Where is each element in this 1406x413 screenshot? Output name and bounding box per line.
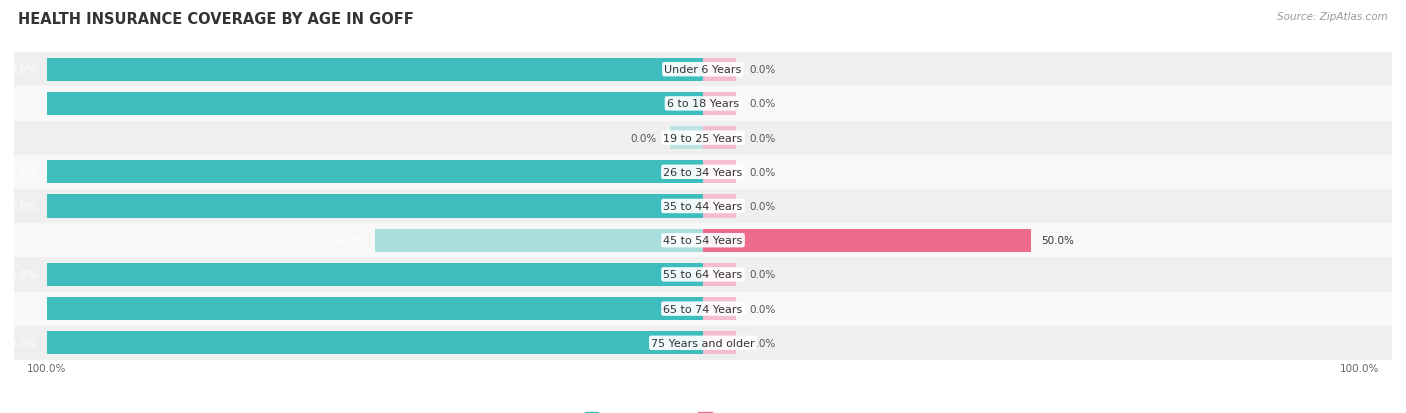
Text: 50.0%: 50.0% (1040, 236, 1074, 246)
Legend: With Coverage, Without Coverage: With Coverage, Without Coverage (581, 408, 825, 413)
Bar (671, 127, 703, 150)
Bar (703, 127, 735, 150)
Text: 100.0%: 100.0% (0, 65, 37, 75)
Bar (14, 155, 1392, 190)
Text: 0.0%: 0.0% (749, 65, 775, 75)
Bar (703, 161, 735, 184)
Text: 35 to 44 Years: 35 to 44 Years (664, 202, 742, 211)
Bar (46, 331, 703, 355)
Bar (46, 161, 703, 184)
Text: Under 6 Years: Under 6 Years (665, 65, 741, 75)
Bar (703, 195, 735, 218)
Text: 0.0%: 0.0% (749, 167, 775, 177)
Text: HEALTH INSURANCE COVERAGE BY AGE IN GOFF: HEALTH INSURANCE COVERAGE BY AGE IN GOFF (18, 12, 413, 27)
Bar (703, 331, 735, 355)
Text: 100.0%: 100.0% (0, 202, 37, 211)
Text: 26 to 34 Years: 26 to 34 Years (664, 167, 742, 177)
Text: 0.0%: 0.0% (749, 202, 775, 211)
Bar (703, 93, 735, 116)
Text: 65 to 74 Years: 65 to 74 Years (664, 304, 742, 314)
Bar (46, 93, 703, 116)
Bar (14, 223, 1392, 258)
Text: 19 to 25 Years: 19 to 25 Years (664, 133, 742, 143)
Text: 100.0%: 100.0% (27, 363, 66, 373)
Bar (14, 53, 1392, 87)
Text: 0.0%: 0.0% (749, 270, 775, 280)
Text: 0.0%: 0.0% (631, 133, 657, 143)
Bar (375, 229, 703, 252)
Bar (46, 195, 703, 218)
Text: 0.0%: 0.0% (749, 133, 775, 143)
Bar (703, 58, 735, 82)
Text: 100.0%: 100.0% (0, 338, 37, 348)
Bar (703, 263, 735, 286)
Text: 100.0%: 100.0% (0, 270, 37, 280)
Bar (46, 297, 703, 320)
Bar (14, 87, 1392, 121)
Text: Source: ZipAtlas.com: Source: ZipAtlas.com (1277, 12, 1388, 22)
Text: 100.0%: 100.0% (0, 167, 37, 177)
Bar (14, 121, 1392, 155)
Text: 75 Years and older: 75 Years and older (651, 338, 755, 348)
Text: 100.0%: 100.0% (1340, 363, 1379, 373)
Text: 0.0%: 0.0% (749, 99, 775, 109)
Text: 55 to 64 Years: 55 to 64 Years (664, 270, 742, 280)
Text: 45 to 54 Years: 45 to 54 Years (664, 236, 742, 246)
Bar (46, 263, 703, 286)
Bar (703, 297, 735, 320)
Text: 100.0%: 100.0% (0, 304, 37, 314)
Text: 100.0%: 100.0% (0, 99, 37, 109)
Bar (14, 258, 1392, 292)
Bar (14, 190, 1392, 223)
Bar (46, 58, 703, 82)
Bar (14, 292, 1392, 326)
Text: 50.0%: 50.0% (332, 236, 366, 246)
Bar (703, 229, 1031, 252)
Text: 0.0%: 0.0% (749, 304, 775, 314)
Text: 0.0%: 0.0% (749, 338, 775, 348)
Bar (14, 326, 1392, 360)
Text: 6 to 18 Years: 6 to 18 Years (666, 99, 740, 109)
